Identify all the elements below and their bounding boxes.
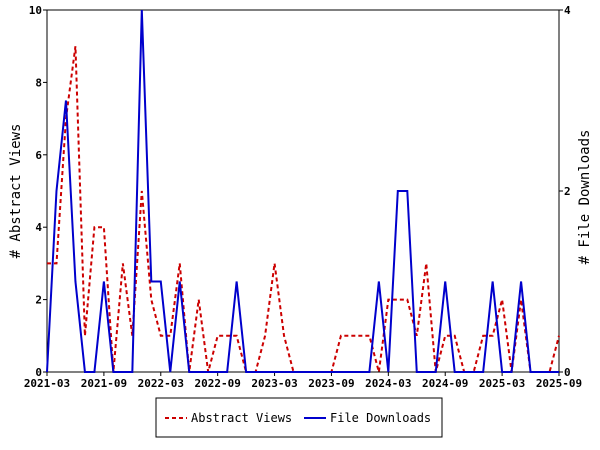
y-axis-right-title: # File Downloads: [577, 130, 593, 265]
y-right-tick-label: 0: [564, 366, 571, 379]
y-left-tick-label: 8: [35, 76, 42, 89]
x-tick-label: 2022-09: [194, 377, 240, 390]
x-tick-label: 2025-09: [536, 377, 582, 390]
series-line-file-downloads: [46, 9, 559, 373]
x-tick-label: 2021-03: [24, 377, 70, 390]
x-tick-label: 2024-03: [365, 377, 411, 390]
legend-label-abstract-views: Abstract Views: [191, 411, 292, 425]
x-tick-label: 2024-09: [422, 377, 468, 390]
y-left-tick-label: 4: [35, 221, 42, 234]
tick-labels: 2021-03 2021-09 2022-03 2022-09 2023-03 2023-…: [24, 4, 582, 390]
y-left-tick-label: 0: [35, 366, 42, 379]
y-axis-left-title: # Abstract Views: [8, 124, 24, 259]
legend: Abstract Views File Downloads: [155, 397, 443, 438]
x-tick-label: 2022-03: [138, 377, 184, 390]
legend-box: [155, 397, 443, 438]
y-right-tick-label: 2: [564, 185, 571, 198]
plot-area: [46, 9, 560, 373]
y-left-tick-label: 6: [35, 149, 42, 162]
x-tick-label: 2021-09: [81, 377, 127, 390]
x-tick-label: 2025-03: [479, 377, 525, 390]
y-right-tick-label: 4: [564, 4, 571, 17]
legend-label-file-downloads: File Downloads: [330, 411, 431, 425]
y-left-tick-label: 10: [29, 4, 42, 17]
y-left-tick-label: 2: [35, 294, 42, 307]
series-layer: [46, 9, 560, 373]
x-tick-label: 2023-03: [251, 377, 297, 390]
x-tick-label: 2023-09: [308, 377, 354, 390]
